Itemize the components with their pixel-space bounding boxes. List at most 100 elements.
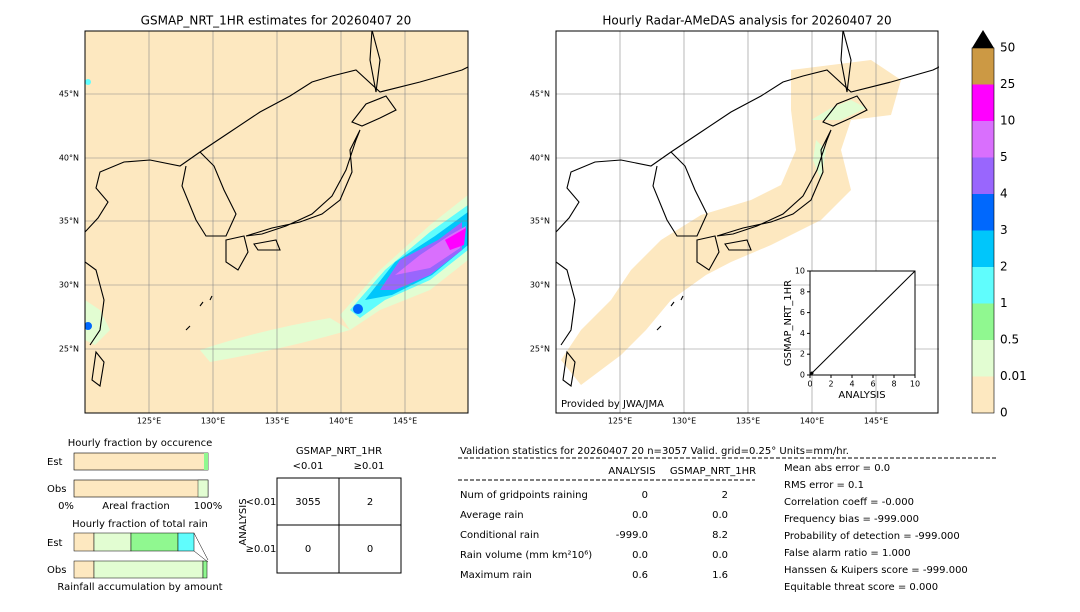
point [810, 371, 814, 375]
bar [73, 532, 209, 579]
map-frame [84, 30, 469, 414]
lon-label: 145°E [393, 417, 417, 426]
cell: 0 [305, 544, 311, 555]
col-header: <0.01 [293, 461, 324, 472]
map-frame [555, 30, 939, 414]
x-tick-label: 2 [828, 380, 833, 389]
x-tick-label: 8 [891, 380, 896, 389]
colorbar-label: 3 [1000, 223, 1008, 237]
stat-value: 1.6 [712, 570, 728, 581]
score: Equitable threat score = 0.000 [784, 582, 938, 593]
colorbar-segment [972, 194, 994, 231]
axis-label: Areal fraction [102, 501, 169, 512]
row-label: Obs [47, 565, 66, 576]
x-tick-label: 4 [849, 380, 854, 389]
score: RMS error = 0.1 [784, 480, 864, 491]
x-tick-label: 10 [910, 380, 920, 389]
colorbar-segment [972, 48, 994, 85]
stat-label: Conditional rain [460, 530, 539, 541]
colorbar-label: 1 [1000, 296, 1008, 310]
colorbar-label: 50 [1000, 41, 1015, 55]
colorbar-extend [972, 30, 994, 48]
x-axis-label: ANALYSIS [838, 390, 885, 401]
colorbar-label: 0.5 [1000, 333, 1019, 347]
stat-value: -999.0 [616, 530, 648, 541]
lat-label: 35°N [59, 217, 79, 226]
y-tick-label: 10 [795, 267, 805, 276]
stat-label: Rain volume (mm km²10⁶) [460, 550, 592, 561]
lat-label: 30°N [59, 281, 79, 290]
lon-label: 145°E [864, 417, 888, 426]
colorbar-segment [972, 340, 994, 377]
row-label: Est [47, 538, 63, 549]
colorbar-label: 2 [1000, 260, 1008, 274]
panel-title: Hourly fraction of total rain [72, 519, 208, 530]
bar [197, 479, 209, 498]
row-header: ≥0.01 [246, 544, 277, 555]
colorbar-label: 0.01 [1000, 369, 1027, 383]
row-label: Est [47, 457, 63, 468]
rain-field [85, 79, 468, 362]
lat-label: 25°N [59, 345, 79, 354]
bar [73, 479, 209, 498]
axis-label: 100% [194, 501, 223, 512]
stat-label: Maximum rain [460, 570, 532, 581]
bar [73, 452, 209, 471]
cell: 0 [367, 544, 373, 555]
lat-label: 40°N [59, 154, 79, 163]
stat-value: 2 [722, 490, 728, 501]
map-background [85, 31, 468, 413]
stat-value: 0 [642, 490, 648, 501]
col-header: ANALYSIS [608, 466, 655, 477]
stat-value: 0.6 [632, 570, 648, 581]
colorbar-segment [972, 303, 994, 340]
colorbar-segment [972, 157, 994, 194]
stat-label: Average rain [460, 510, 524, 521]
x-tick-label: 6 [870, 380, 875, 389]
lat-label: 35°N [530, 217, 550, 226]
colorbar-label: 5 [1000, 150, 1008, 164]
cell: 3055 [295, 497, 320, 508]
colorbar-label: 25 [1000, 77, 1015, 91]
bar [204, 453, 208, 470]
score: Mean abs error = 0.0 [784, 463, 890, 474]
lat-label: 30°N [530, 281, 550, 290]
panel-footer: Rainfall accumulation by amount [57, 582, 222, 593]
y-tick-label: 2 [800, 350, 805, 359]
lon-label: 140°E [800, 417, 824, 426]
stat-value: 0.0 [632, 550, 648, 561]
row-label: Obs [47, 484, 66, 495]
score: Hanssen & Kuipers score = -999.000 [784, 565, 968, 576]
stat-value: 0.0 [632, 510, 648, 521]
colorbar-label: 10 [1000, 114, 1015, 128]
lon-label: 130°E [201, 417, 225, 426]
colorbar-segment [972, 230, 994, 267]
map-title: GSMAP_NRT_1HR estimates for 20260407 20 [141, 14, 412, 28]
lat-label: 45°N [59, 90, 79, 99]
score: Correlation coeff = -0.000 [784, 497, 914, 508]
y-tick-label: 8 [800, 287, 805, 296]
colorbar-segment [972, 376, 994, 413]
lon-label: 135°E [736, 417, 760, 426]
x-tick-label: 0 [807, 380, 812, 389]
lon-label: 125°E [608, 417, 632, 426]
lon-label: 130°E [672, 417, 696, 426]
score: Probability of detection = -999.000 [784, 531, 960, 542]
lon-label: 135°E [265, 417, 289, 426]
score: False alarm ratio = 1.000 [784, 548, 911, 559]
colorbar-segment [972, 267, 994, 304]
lat-label: 45°N [530, 90, 550, 99]
stats-header: Validation statistics for 20260407 20 n=… [460, 446, 849, 457]
row-label: ANALYSIS [238, 498, 249, 545]
table-title: GSMAP_NRT_1HR [296, 446, 382, 457]
colorbar-frame [971, 47, 995, 414]
lon-label: 125°E [137, 417, 161, 426]
stat-value: 8.2 [712, 530, 728, 541]
col-header: GSMAP_NRT_1HR [670, 466, 756, 477]
credit: Provided by JWA/JMA [561, 399, 664, 410]
map-title: Hourly Radar-AMeDAS analysis for 2026040… [602, 14, 891, 28]
y-tick-label: 0 [800, 371, 805, 380]
axis-label: 0% [58, 501, 74, 512]
lon-label: 140°E [329, 417, 353, 426]
